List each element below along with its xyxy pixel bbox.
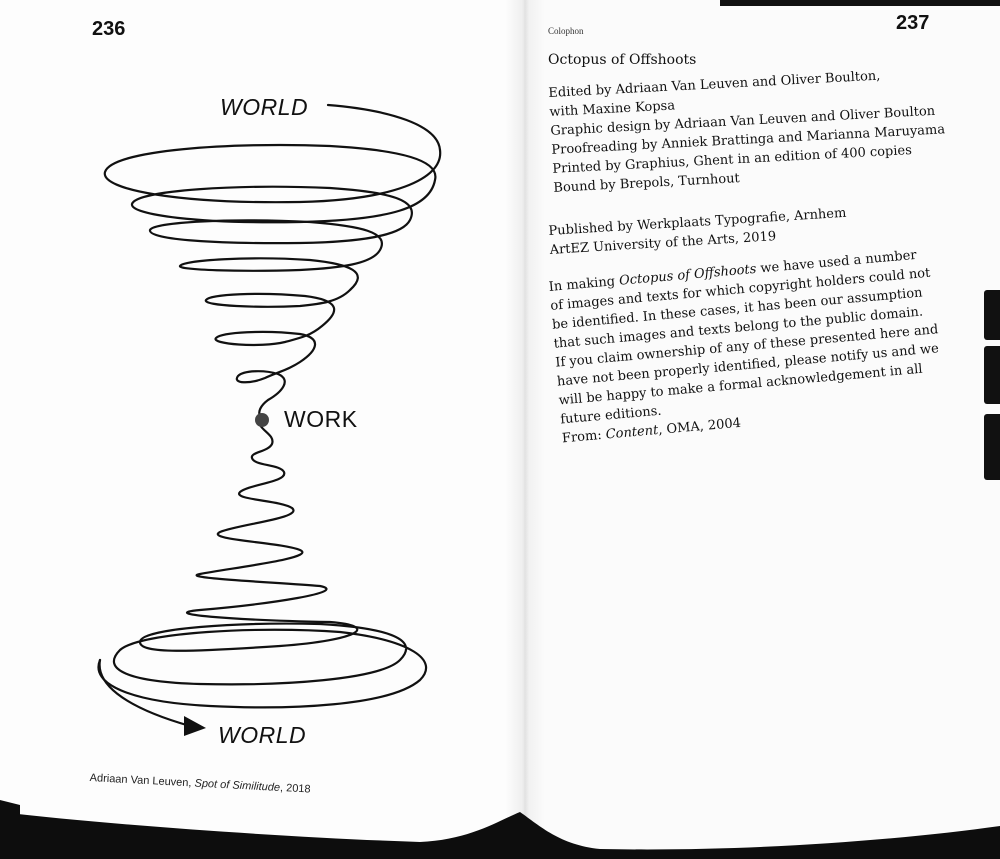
spiral-diagram: [97, 103, 442, 736]
rights-block: In making Octopus of Offshoots we have u…: [548, 245, 946, 449]
binder-clip: [984, 290, 1000, 480]
clip-tab: [984, 346, 1000, 404]
clip-tab: [984, 290, 1000, 340]
spiral-bottom-lead: [98, 658, 192, 728]
source-title: Content: [605, 422, 659, 443]
spiral-lower: [97, 423, 427, 709]
left-page: [0, 0, 522, 859]
work-dot: [255, 413, 269, 427]
clip-tab: [984, 414, 1000, 480]
book-title: Octopus of Offshoots: [548, 52, 697, 68]
page-number-left: 236: [92, 18, 126, 40]
arrow-head: [184, 716, 206, 736]
page-edge-top: [720, 0, 1000, 6]
label-work: WORK: [284, 406, 358, 432]
spiral-top-lead: [326, 103, 442, 152]
caption-year: , 2018: [279, 781, 311, 796]
label-world-top: WORLD: [220, 94, 309, 120]
credits-block: Edited by Adriaan Van Leuven and Oliver …: [548, 63, 948, 197]
section-label: Colophon: [548, 26, 584, 36]
page-number-right: 237: [896, 12, 930, 34]
right-page: [522, 0, 1000, 859]
spiral-upper: [103, 143, 442, 418]
source-pre: From:: [561, 427, 607, 447]
gutter-shadow: [505, 0, 545, 859]
label-world-bottom: WORLD: [218, 722, 307, 748]
